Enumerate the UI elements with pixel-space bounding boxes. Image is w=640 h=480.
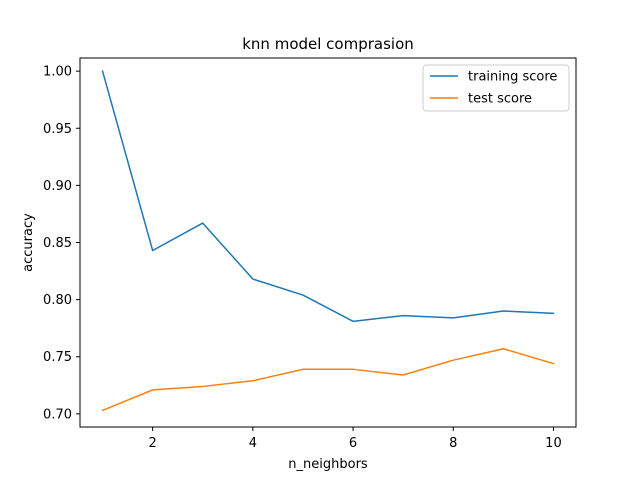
legend-label-1: test score — [468, 92, 532, 107]
y-tick-label: 0.95 — [43, 122, 72, 137]
y-tick-label: 0.75 — [43, 350, 72, 365]
y-tick-label: 0.80 — [43, 293, 72, 308]
legend-label-0: training score — [468, 70, 557, 85]
y-axis: 0.70 0.75 0.80 0.85 0.90 0.95 1.00 — [43, 65, 80, 422]
legend: training score test score — [422, 64, 570, 112]
y-tick-label: 1.00 — [43, 65, 72, 80]
x-axis-label: n_neighbors — [288, 457, 368, 472]
chart-title: knn model comprasion — [242, 35, 414, 53]
legend-box — [422, 64, 570, 112]
x-tick-label: 2 — [149, 436, 157, 451]
y-tick-label: 0.70 — [43, 407, 72, 422]
x-tick-label: 10 — [545, 436, 562, 451]
x-tick-label: 6 — [349, 436, 357, 451]
x-tick-label: 8 — [449, 436, 457, 451]
x-tick-label: 4 — [249, 436, 257, 451]
y-tick-label: 0.90 — [43, 179, 72, 194]
y-axis-label: accuracy — [21, 213, 36, 272]
plot-area — [101, 70, 555, 412]
series-line-1 — [101, 347, 555, 412]
y-tick-label: 0.85 — [43, 236, 72, 251]
x-axis: 2 4 6 8 10 — [149, 427, 562, 451]
series-line-0 — [101, 70, 555, 323]
